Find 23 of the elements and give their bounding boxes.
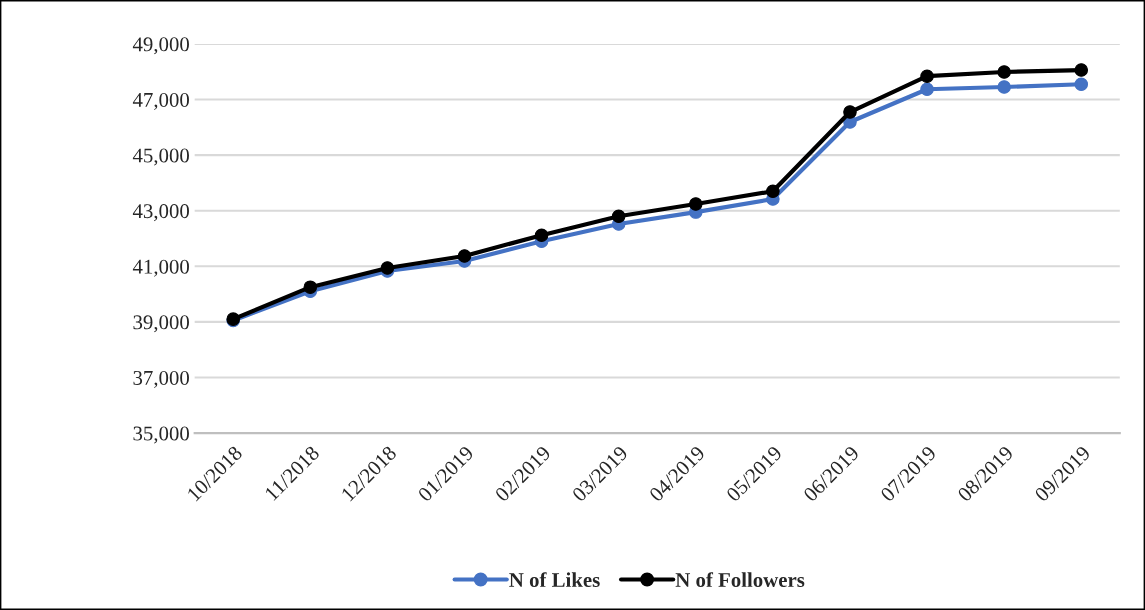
- point: [920, 69, 934, 83]
- point: [1074, 77, 1089, 91]
- legend-label: N of Likes: [509, 572, 600, 588]
- point: [997, 80, 1011, 94]
- y-tick-label: 41,000: [132, 259, 189, 277]
- y-tick-label: 45,000: [132, 148, 189, 166]
- point: [920, 82, 934, 96]
- y-tick-label: 43,000: [132, 204, 189, 222]
- point: [843, 105, 857, 119]
- y-tick-label: 35,000: [133, 426, 189, 444]
- point: [303, 280, 318, 294]
- y-tick-label: 37,000: [133, 370, 189, 388]
- legend-label: N of Followers: [675, 572, 805, 588]
- point: [611, 209, 626, 224]
- point: [689, 197, 703, 211]
- point: [457, 249, 472, 263]
- point: [997, 65, 1011, 79]
- y-tick-label: 47,000: [132, 92, 189, 110]
- point: [766, 184, 780, 199]
- point: [534, 228, 549, 242]
- point: [1074, 63, 1089, 77]
- y-tick-label: 49,000: [132, 37, 189, 55]
- y-tick-label: 39,000: [133, 315, 189, 333]
